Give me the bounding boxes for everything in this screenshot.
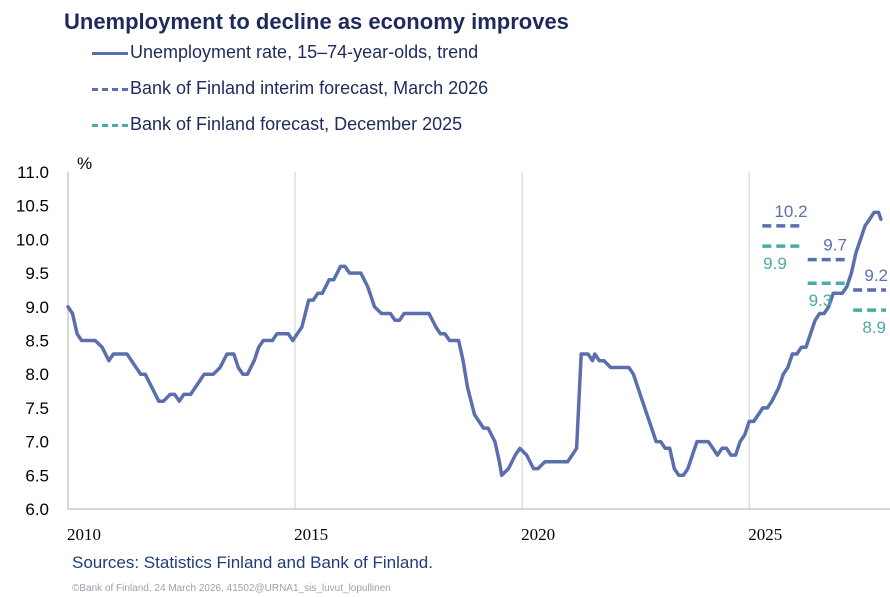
- y-tick-label: 6.0: [25, 500, 49, 519]
- y-tick-label: 9.0: [25, 298, 49, 317]
- forecast-data-label: 9.2: [864, 266, 888, 285]
- x-tick-label: 2025: [748, 525, 782, 544]
- legend-label-interim-forecast: Bank of Finland interim forecast, March …: [130, 78, 489, 98]
- y-tick-label: 8.0: [25, 365, 49, 384]
- y-tick-label: 9.5: [25, 264, 49, 283]
- axes: %: [67, 154, 890, 510]
- legend-swatch-dashed-teal: [92, 124, 128, 127]
- y-tick-label: 10.0: [16, 230, 49, 249]
- y-axis-ticks: 6.0 6.5 7.0 7.5 8.0 8.5 9.0 9.5 10.0 10.5 11.0: [16, 163, 49, 519]
- legend-swatch-solid: [92, 52, 128, 55]
- grid-lines: [294, 172, 750, 509]
- forecast-data-label: 9.7: [823, 236, 847, 255]
- y-tick-label: 10.5: [16, 197, 49, 216]
- forecast-data-label: 10.2: [774, 202, 807, 221]
- y-tick-label: 6.5: [25, 466, 49, 485]
- legend-swatch-dashed-blue: [92, 88, 128, 91]
- sources-note: Sources: Statistics Finland and Bank of …: [72, 553, 433, 572]
- x-tick-label: 2015: [294, 525, 328, 544]
- forecast-data-label: 8.9: [862, 318, 886, 337]
- x-axis-ticks: 2010 2015 2020 2025: [67, 525, 782, 544]
- legend-label-december-forecast: Bank of Finland forecast, December 2025: [130, 114, 463, 134]
- chart-title: Unemployment to decline as economy impro…: [64, 9, 569, 34]
- y-tick-label: 7.5: [25, 399, 49, 418]
- series-line-unemployment-trend: [66, 210, 883, 478]
- forecast-data-label: 9.3: [809, 291, 833, 310]
- y-tick-label: 8.5: [25, 332, 49, 351]
- legend-label-actual: Unemployment rate, 15–74-year-olds, tren…: [130, 42, 479, 62]
- copyright-note: ©Bank of Finland, 24 March 2026, 41502@U…: [72, 583, 391, 594]
- series-lines: [66, 210, 886, 478]
- y-axis-unit-label: %: [77, 154, 92, 173]
- y-tick-label: 7.0: [25, 433, 49, 452]
- y-tick-label: 11.0: [17, 163, 49, 182]
- forecast-data-label: 9.9: [763, 254, 787, 273]
- data-labels: 10.2 9.7 9.2 9.9 9.3 8.9: [763, 202, 888, 337]
- x-tick-label: 2010: [67, 525, 101, 544]
- x-tick-label: 2020: [521, 525, 555, 544]
